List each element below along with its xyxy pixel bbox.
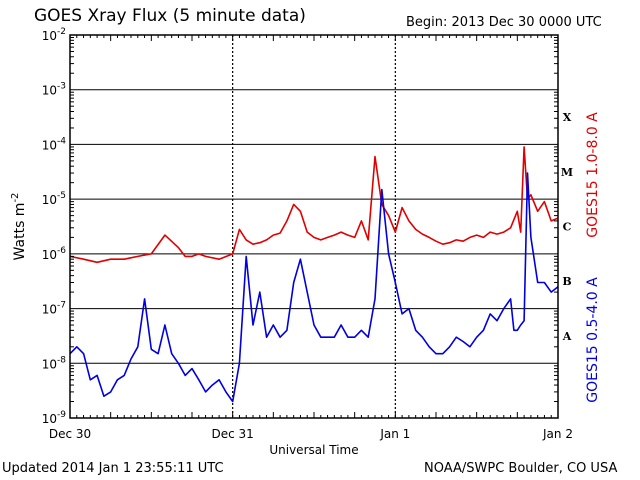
chart-title: GOES Xray Flux (5 minute data) <box>34 6 306 26</box>
x-tick-label: Dec 30 <box>49 427 91 441</box>
y-tick-label: 10-4 <box>42 136 67 152</box>
y-tick-label: 10-8 <box>42 355 67 371</box>
y-tick-label: 10-6 <box>42 246 67 262</box>
x-tick-label: Jan 2 <box>542 427 573 441</box>
updated-timestamp: Updated 2014 Jan 1 23:55:11 UTC <box>2 461 224 476</box>
flare-class-label: A <box>562 330 572 343</box>
series-long-wavelength-line <box>69 146 559 264</box>
y-tick-label: 10-5 <box>42 191 66 207</box>
flare-class-label: B <box>562 275 571 288</box>
y-tick-label: 10-7 <box>42 301 66 317</box>
y-axis-label: Watts m-2 <box>10 193 28 261</box>
series-short-wavelength-line <box>69 172 559 403</box>
y-tick-label: 10-2 <box>42 27 66 43</box>
flare-class-label: M <box>561 166 573 179</box>
y-tick-label: 10-9 <box>42 410 67 426</box>
begin-time-label: Begin: 2013 Dec 30 0000 UTC <box>406 15 602 30</box>
flare-class-label: X <box>563 111 572 124</box>
flare-class-label: C <box>563 221 572 234</box>
credit-label: NOAA/SWPC Boulder, CO USA <box>424 461 618 476</box>
plot-frame <box>69 34 559 419</box>
x-tick-label: Dec 31 <box>212 427 254 441</box>
y-tick-label: 10-3 <box>42 82 66 98</box>
x-axis-label: Universal Time <box>269 443 358 457</box>
legend-short-wavelength: GOES15 0.5-4.0 A <box>585 277 601 403</box>
x-tick-label: Jan 1 <box>379 427 410 441</box>
legend-long-wavelength: GOES15 1.0-8.0 A <box>585 112 601 238</box>
